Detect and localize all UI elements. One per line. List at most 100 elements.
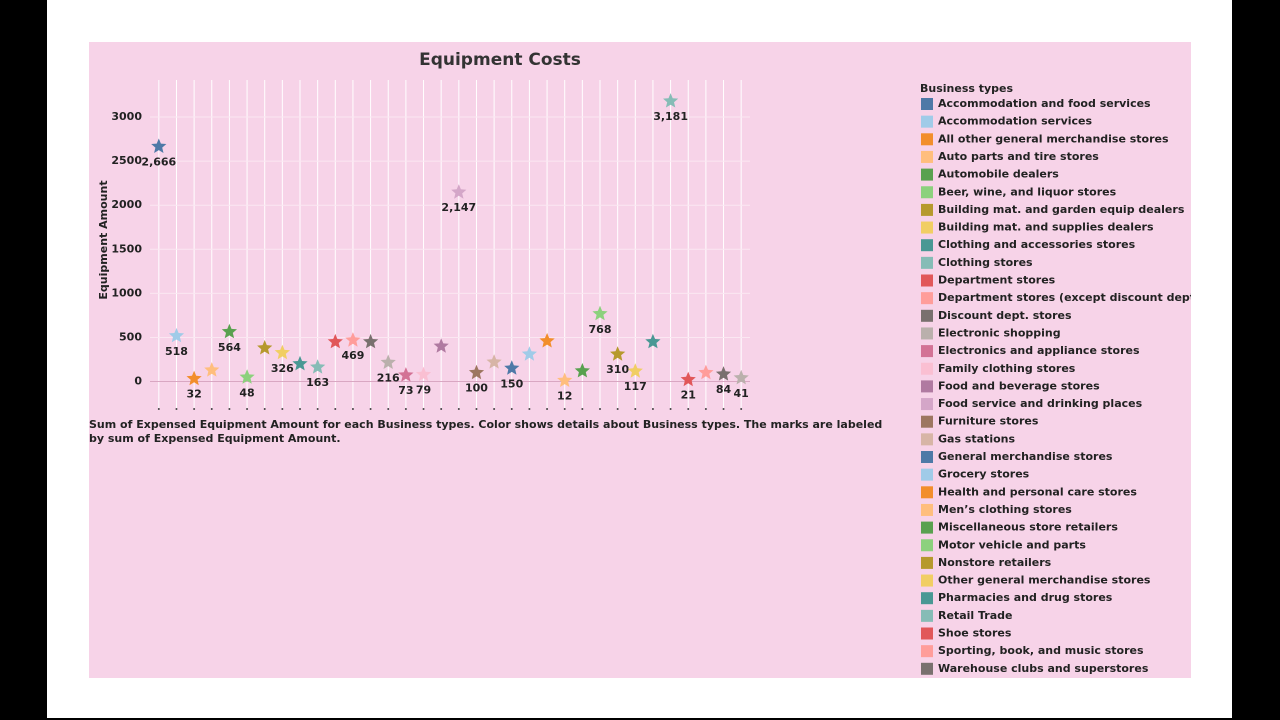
star-mark [627, 363, 643, 378]
x-tick [510, 408, 513, 410]
legend-swatch [921, 451, 933, 463]
star-mark [415, 366, 432, 382]
x-tick [440, 408, 443, 410]
page: Equipment Costs Equipment Amount Busines… [47, 0, 1232, 718]
legend-label: Clothing and accessories stores [938, 238, 1136, 251]
legend-swatch [921, 468, 933, 481]
legend-swatch [921, 239, 933, 252]
x-tick [422, 408, 425, 410]
legend-swatch [921, 133, 933, 146]
star-mark [257, 340, 273, 355]
data-label: 12 [557, 389, 572, 402]
data-label: 48 [239, 386, 254, 399]
legend-label: Electronics and appliance stores [938, 344, 1140, 357]
star-mark [698, 364, 714, 380]
data-label: 518 [165, 345, 188, 358]
star-mark [363, 333, 379, 349]
data-label: 41 [734, 387, 749, 400]
legend-label: Auto parts and tire stores [938, 150, 1099, 163]
star-mark [345, 332, 361, 347]
star-mark [733, 369, 749, 385]
star-mark [610, 346, 626, 361]
x-tick [369, 408, 372, 410]
x-tick [581, 408, 584, 410]
x-tick [634, 408, 637, 410]
legend-label: Building mat. and garden equip dealers [938, 203, 1185, 216]
data-label: 117 [624, 380, 647, 393]
legend-title: Business types [920, 82, 1014, 95]
data-label: 163 [306, 376, 329, 389]
y-axis-title: Equipment Amount [97, 180, 110, 299]
legend-swatch [921, 115, 933, 128]
data-label: 32 [186, 388, 201, 401]
data-label: 564 [218, 341, 241, 354]
legend-swatch [921, 327, 933, 340]
legend-swatch [921, 645, 933, 658]
legend-label: Health and personal care stores [938, 485, 1137, 498]
x-tick [546, 408, 549, 410]
star-mark [186, 370, 202, 386]
legend-swatch [921, 486, 933, 499]
x-tick [281, 408, 284, 410]
legend-swatch [921, 309, 933, 322]
x-tick [669, 408, 672, 410]
x-tick [334, 408, 337, 410]
x-tick [210, 408, 213, 410]
legend-swatch [921, 503, 933, 516]
x-tick [316, 408, 319, 410]
star-mark [239, 369, 255, 384]
legend-label: Discount dept. stores [938, 309, 1072, 322]
x-tick [157, 408, 160, 410]
x-tick [193, 408, 196, 410]
legend-label: Warehouse clubs and superstores [938, 662, 1149, 675]
x-tick [246, 408, 249, 410]
legend-label: Electronic shopping [938, 326, 1061, 339]
legend-swatch [921, 362, 933, 375]
star-mark [486, 354, 502, 369]
legend-swatch [921, 98, 933, 110]
star-mark [504, 360, 520, 375]
star-mark [715, 366, 732, 381]
legend-swatch [921, 398, 933, 411]
x-tick [299, 408, 301, 410]
legend-label: Building mat. and supplies dealers [938, 221, 1154, 234]
data-label: 216 [377, 372, 400, 385]
x-tick [263, 408, 266, 410]
legend-swatch [921, 433, 933, 446]
dashboard: Equipment Costs Equipment Amount Busines… [89, 42, 1191, 678]
star-mark [574, 363, 590, 378]
y-tick-label: 3000 [111, 110, 142, 123]
star-mark [274, 344, 290, 360]
legend-label: Automobile dealers [938, 168, 1059, 181]
legend-label: Department stores (except discount dept.… [938, 291, 1191, 304]
legend-swatch [921, 415, 933, 428]
star-mark [221, 323, 237, 339]
legend-swatch [921, 556, 933, 569]
x-tick [457, 408, 460, 410]
legend-label: Pharmacies and drug stores [938, 591, 1113, 604]
legend-swatch [921, 221, 933, 234]
legend-swatch [921, 150, 933, 163]
legend-label: Accommodation services [938, 115, 1092, 128]
data-label: 310 [606, 363, 629, 376]
y-tick-label: 0 [134, 375, 142, 388]
y-tick-label: 1000 [111, 286, 142, 299]
legend-label: Family clothing stores [938, 362, 1076, 375]
data-label: 84 [716, 383, 732, 396]
x-tick [740, 408, 743, 410]
y-tick-label: 2500 [111, 154, 142, 167]
legend-label: Other general merchandise stores [938, 574, 1151, 587]
legend-swatch [921, 592, 933, 605]
legend-label: General merchandise stores [938, 450, 1113, 463]
star-mark [380, 354, 396, 369]
star-mark [680, 371, 696, 387]
data-label: 2,147 [441, 201, 476, 214]
star-mark [539, 333, 555, 348]
star-mark [292, 355, 308, 371]
x-tick [616, 408, 619, 410]
x-tick [722, 408, 725, 410]
data-label: 2,666 [141, 155, 176, 168]
legend-swatch [921, 521, 933, 534]
data-label: 326 [271, 362, 294, 375]
